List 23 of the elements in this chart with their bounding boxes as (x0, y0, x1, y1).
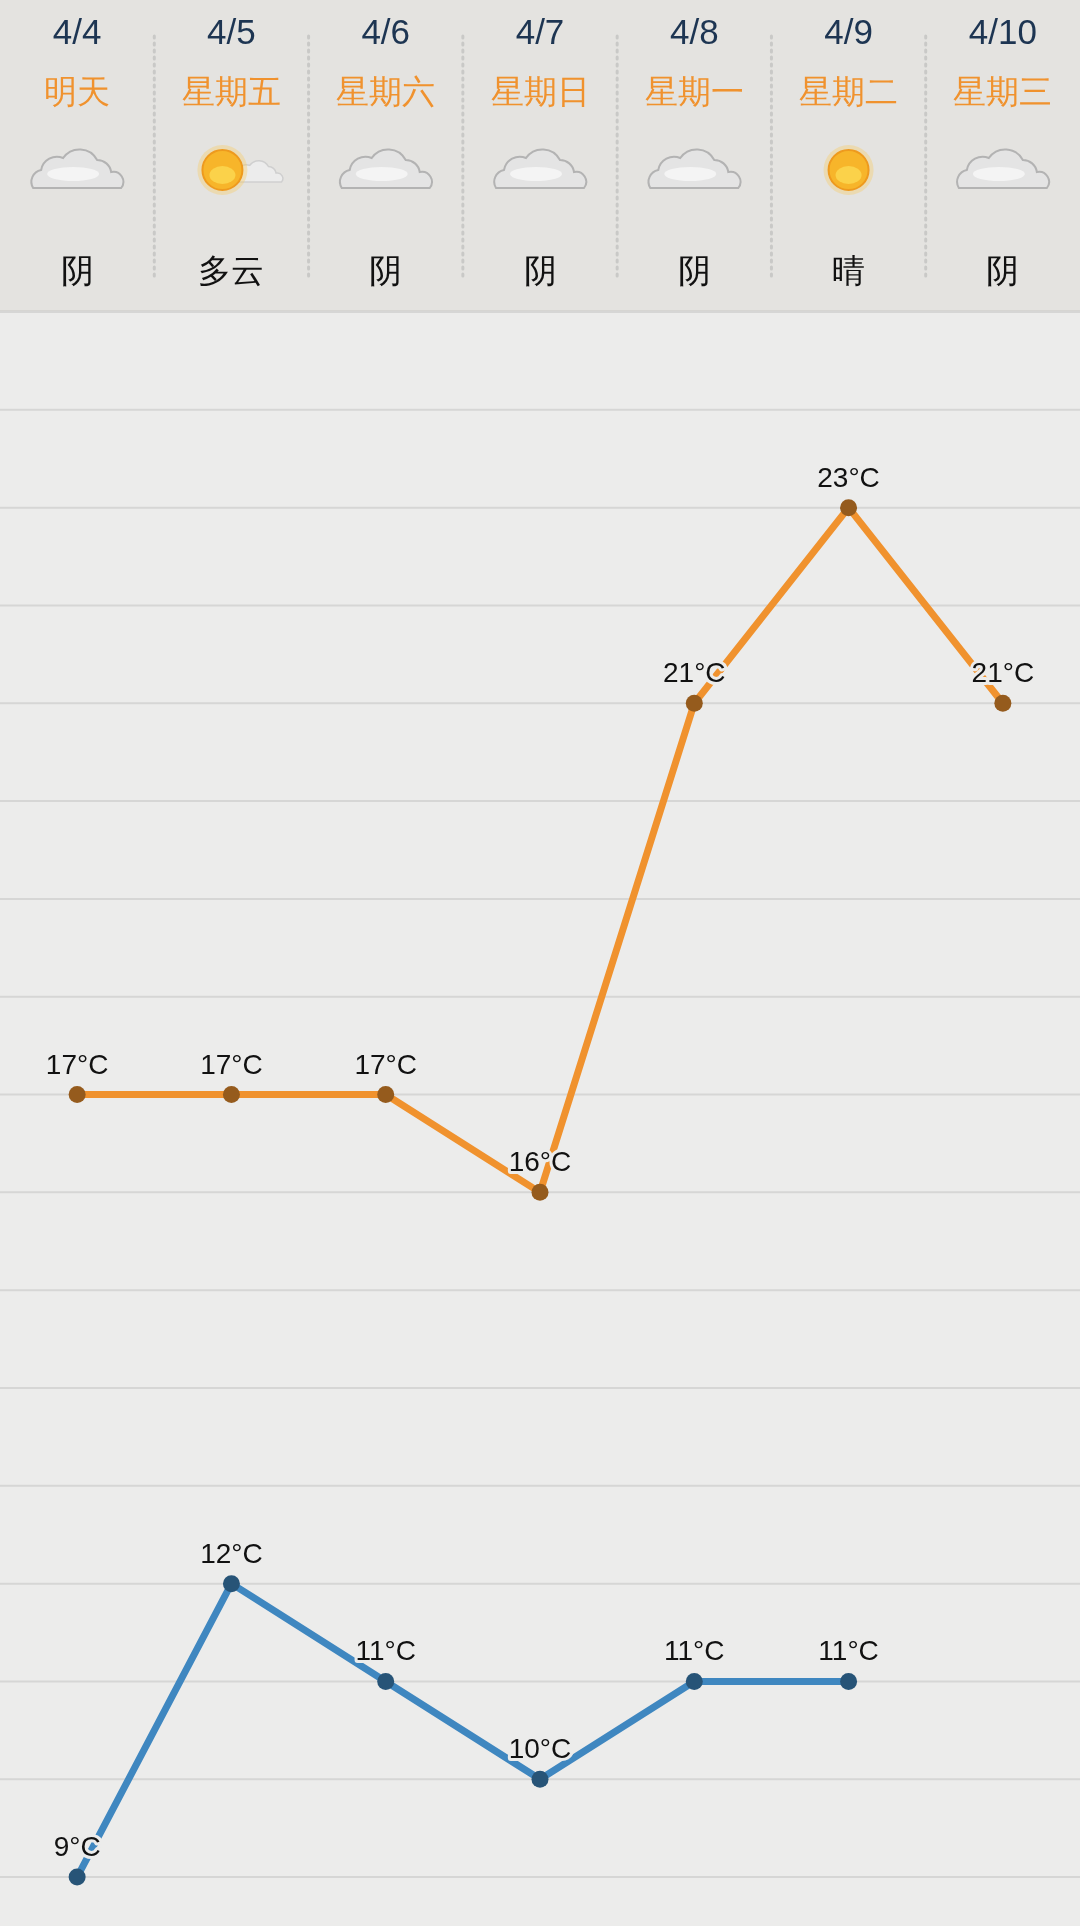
text: 阴 (677, 252, 711, 289)
data-label: 10°C (508, 1733, 572, 1765)
x-tick-label: 4/6 星期六 (336, 12, 436, 110)
x-tick-label: 4/7 星期日 (490, 12, 590, 110)
data-label: 11°C (355, 1635, 416, 1667)
data-label: 11°C (818, 1635, 879, 1667)
data-label: 17°C (354, 1048, 417, 1080)
x-tick-label: 4/8 星期一 (644, 12, 744, 110)
text: 阴 (523, 252, 557, 289)
data-label: 17°C (45, 1048, 109, 1080)
data-label: 12°C (200, 1537, 263, 1569)
text: 多云 (198, 252, 265, 289)
data-label: 11°C (664, 1635, 725, 1667)
text: 阴 (60, 252, 94, 289)
data-label: 17°C (200, 1048, 263, 1080)
text: 晴 (832, 252, 866, 289)
x-tick-label: 4/5 星期五 (181, 12, 281, 110)
text: 阴 (986, 252, 1020, 289)
text: 阴 (369, 252, 403, 289)
data-label: 23°C (817, 461, 880, 493)
x-tick-label: 4/10 星期三 (953, 12, 1053, 110)
x-tick-label: 4/4 明天 (44, 12, 111, 110)
x-tick-label: 4/9 星期二 (799, 12, 899, 110)
